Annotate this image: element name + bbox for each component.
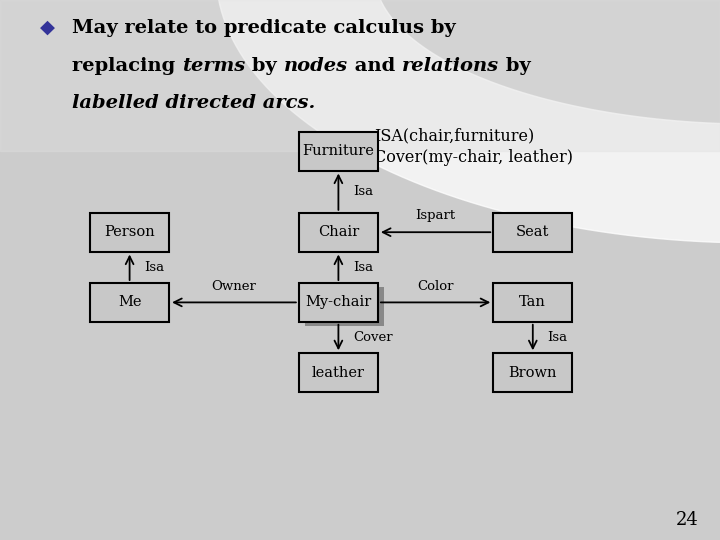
Text: Cover: Cover (353, 331, 392, 344)
Text: Isa: Isa (353, 261, 373, 274)
Text: Tan: Tan (519, 295, 546, 309)
Text: replacing: replacing (72, 57, 182, 75)
Text: Me: Me (118, 295, 141, 309)
Text: Ispart: Ispart (415, 210, 456, 222)
Text: by: by (499, 57, 531, 75)
Text: My-chair: My-chair (305, 295, 372, 309)
Text: nodes: nodes (284, 57, 348, 75)
FancyBboxPatch shape (493, 283, 572, 322)
Text: and: and (348, 57, 402, 75)
Polygon shape (216, 0, 720, 243)
Text: labelled directed arcs.: labelled directed arcs. (72, 94, 315, 112)
Text: by: by (246, 57, 284, 75)
FancyBboxPatch shape (493, 213, 572, 252)
FancyBboxPatch shape (90, 283, 169, 322)
Text: Cover(my-chair, leather): Cover(my-chair, leather) (374, 148, 573, 165)
Text: terms: terms (182, 57, 246, 75)
Text: Isa: Isa (353, 185, 373, 198)
Text: ISA(chair,furniture): ISA(chair,furniture) (374, 127, 535, 144)
Bar (0, 0, 720, 151)
FancyBboxPatch shape (299, 353, 378, 392)
Text: Brown: Brown (508, 366, 557, 380)
Text: Chair: Chair (318, 225, 359, 239)
Text: 24: 24 (675, 511, 698, 529)
FancyBboxPatch shape (299, 213, 378, 252)
FancyBboxPatch shape (305, 287, 384, 326)
Text: leather: leather (312, 366, 365, 380)
FancyBboxPatch shape (299, 283, 378, 322)
Text: relations: relations (402, 57, 499, 75)
Text: Seat: Seat (516, 225, 549, 239)
Text: Isa: Isa (144, 261, 164, 274)
Text: ◆: ◆ (40, 19, 55, 37)
FancyBboxPatch shape (299, 132, 378, 171)
FancyBboxPatch shape (493, 353, 572, 392)
Text: Isa: Isa (547, 331, 567, 344)
Text: Furniture: Furniture (302, 144, 374, 158)
FancyBboxPatch shape (90, 213, 169, 252)
Text: Person: Person (104, 225, 155, 239)
Text: May relate to predicate calculus by: May relate to predicate calculus by (72, 19, 456, 37)
Text: Color: Color (418, 280, 454, 293)
Text: Owner: Owner (212, 280, 256, 293)
